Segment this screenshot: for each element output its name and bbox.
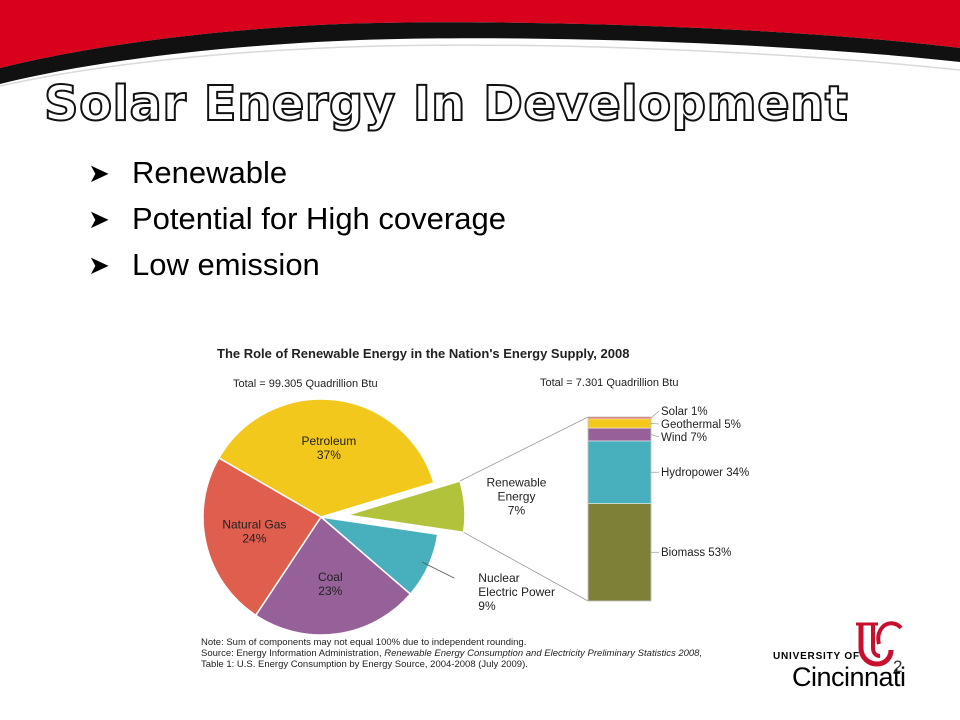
bar-label-wind: Wind 7% — [661, 432, 707, 444]
bar-segment-biomass — [587, 503, 652, 602]
banner-red-band — [0, 0, 960, 68]
bar-segment-geothermal — [587, 418, 652, 429]
pie-label-line: 23% — [318, 584, 342, 598]
pie-label-petroleum: Petroleum 37% — [302, 434, 357, 462]
university-logo: UNIVERSITY OF Cincinnati — [770, 620, 920, 692]
chart-title: The Role of Renewable Energy in the Nati… — [217, 346, 629, 361]
pie-label-renewable-energy: Renewable Energy 7% — [486, 476, 546, 518]
slide-title: Solar Energy In Development — [43, 75, 849, 133]
chart-notes: Note: Sum of components may not equal 10… — [201, 637, 702, 670]
pie-label-line: Renewable — [486, 476, 546, 490]
pie-label-line: Energy — [497, 490, 535, 504]
source-table-line: Table 1: U.S. Energy Consumption by Ener… — [201, 659, 528, 670]
pie-label-line: 37% — [317, 448, 341, 462]
energy-supply-chart: The Role of Renewable Energy in the Nati… — [202, 346, 749, 636]
bar-leader-line — [650, 410, 660, 419]
bar-outline — [587, 416, 652, 602]
banner-black-band — [0, 22, 960, 84]
bullet-text: Low emission — [132, 247, 320, 282]
note-line: Note: Sum of components may not equal 10… — [201, 637, 527, 648]
header-banner — [0, 0, 960, 87]
logo-university-of: UNIVERSITY OF — [773, 651, 860, 662]
pie-label-line: Natural Gas — [222, 518, 286, 532]
renewable-breakdown-bar: Solar 1%Geothermal 5%Wind 7% Biomass 53% H… — [587, 406, 749, 602]
pie-total-label: Total = 99.305 Quadrillion Btu — [233, 378, 378, 390]
bullet-text: Potential for High coverage — [132, 201, 506, 236]
bar-label-hydropower: Hydropower 34% — [661, 467, 749, 479]
connector-line-bottom — [463, 531, 589, 602]
pie-slice-natural-gas — [202, 456, 323, 617]
pie-label-line: 9% — [478, 599, 496, 613]
pie-label-line: 24% — [242, 532, 266, 546]
arrow-bullet-icon: ➤ — [88, 203, 110, 234]
arrow-bullet-icon: ➤ — [88, 157, 110, 188]
bullet-item: ➤ Low emission — [88, 242, 506, 288]
source-title: Renewable Energy Consumption and Electri… — [384, 648, 703, 659]
pie-slice-renewable-energy — [346, 480, 466, 534]
bullet-item: ➤ Renewable — [88, 150, 506, 196]
bar-segment-wind — [587, 427, 652, 442]
pie-label-natural-gas: Natural Gas 24% — [222, 518, 286, 546]
pie-slice-coal — [254, 515, 412, 636]
bar-label-solar: Solar 1% — [661, 406, 708, 418]
pie-label-line: Petroleum — [302, 434, 357, 448]
bar-leader-line — [650, 423, 660, 425]
connector-line-top — [459, 416, 589, 482]
pie-slice-petroleum — [217, 398, 435, 518]
bar-total-label: Total = 7.301 Quadrillion Btu — [540, 377, 679, 389]
page-number: 2 — [893, 657, 903, 676]
pie-label-nuclear-electric-power: Nuclear Electric Power 9% — [478, 571, 555, 613]
banner-white-line — [0, 44, 960, 87]
pie-label-line: Coal — [318, 570, 343, 584]
pie-chart: Petroleum 37% Renewable Energy 7% Nuclear Elec… — [202, 398, 589, 636]
pie-label-line: Electric Power — [478, 585, 555, 599]
logo-wordmark: Cincinnati — [792, 662, 906, 692]
bar-segment-hydropower — [587, 440, 652, 504]
bar-label-geothermal: Geothermal 5% — [661, 419, 741, 431]
source-prefix: Source: Energy Information Administratio… — [201, 648, 385, 659]
pie-label-line: Nuclear — [478, 571, 519, 585]
bullet-text: Renewable — [132, 155, 288, 190]
bar-label-biomass: Biomass 53% — [661, 547, 731, 559]
bullet-list: ➤ Renewable ➤ Potential for High coverage … — [88, 150, 506, 288]
pie-label-coal: Coal 23% — [318, 570, 343, 598]
nuclear-leader-line — [422, 561, 455, 579]
pie-label-line: 7% — [508, 504, 526, 518]
bar-leader-line — [650, 434, 660, 438]
uc-logo-mark — [856, 621, 903, 667]
bullet-item: ➤ Potential for High coverage — [88, 196, 506, 242]
arrow-bullet-icon: ➤ — [88, 249, 110, 280]
source-line: Source: Energy Information Administratio… — [201, 648, 702, 659]
